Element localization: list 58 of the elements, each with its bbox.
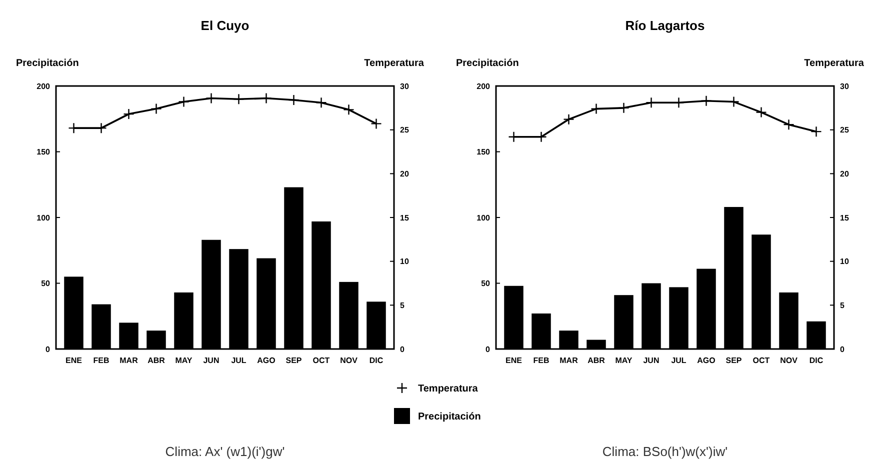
x-tick-label: OCT xyxy=(312,356,330,365)
x-tick-label: MAR xyxy=(120,356,138,365)
y2-tick-label: 10 xyxy=(400,257,410,266)
x-tick-label: AGO xyxy=(257,356,276,365)
y2-axis-title: Temperatura xyxy=(364,58,424,69)
y2-tick-label: 25 xyxy=(400,126,410,135)
y2-tick-label: 0 xyxy=(400,344,405,354)
y-tick-label: 0 xyxy=(486,344,491,354)
y-tick-label: 50 xyxy=(481,279,491,288)
x-tick-label: NOV xyxy=(780,356,798,365)
x-tick-label: OCT xyxy=(752,356,770,365)
y2-tick-label: 5 xyxy=(400,300,405,310)
y2-tick-label: 0 xyxy=(840,344,845,354)
text: Clima: BSo(h')w(x')iw' xyxy=(602,444,728,459)
y2-tick-label: 25 xyxy=(840,126,850,135)
y2-tick-label: 20 xyxy=(840,169,850,178)
y-tick-label: 200 xyxy=(476,82,491,91)
y-axis-title: Precipitación xyxy=(456,58,519,69)
x-tick-label: DIC xyxy=(369,356,384,365)
x-tick-label: JUN xyxy=(203,356,220,365)
x-tick-label: ENE xyxy=(506,356,523,365)
x-tick-label: SEP xyxy=(726,356,742,365)
y2-tick-label: 30 xyxy=(400,82,410,91)
y-tick-label: 150 xyxy=(36,148,51,157)
x-tick-label: JUN xyxy=(643,356,660,365)
x-tick-label: AGO xyxy=(697,356,716,365)
y2-tick-label: 30 xyxy=(840,82,850,91)
chart-title: El Cuyo xyxy=(200,18,250,33)
y2-tick-label: 15 xyxy=(840,213,850,222)
y-tick-label: 100 xyxy=(36,213,51,222)
x-tick-label: MAY xyxy=(175,356,193,365)
y-tick-label: 0 xyxy=(46,344,51,354)
legend-label: Temperatura xyxy=(418,384,478,394)
y-tick-label: 200 xyxy=(36,82,51,91)
y-tick-label: 150 xyxy=(476,148,491,157)
x-tick-label: ABR xyxy=(148,356,166,365)
x-tick-label: SEP xyxy=(286,356,302,365)
y-tick-label: 100 xyxy=(476,213,491,222)
y2-tick-label: 20 xyxy=(400,169,410,178)
y2-tick-label: 5 xyxy=(840,300,845,310)
y2-axis-title: Temperatura xyxy=(804,58,864,69)
x-tick-label: ABR xyxy=(588,356,606,365)
legend-label: Precipitación xyxy=(418,412,481,422)
x-tick-label: MAR xyxy=(560,356,578,365)
x-tick-label: FEB xyxy=(533,356,550,365)
x-tick-label: DIC xyxy=(809,356,824,365)
x-tick-label: JUL xyxy=(671,356,686,365)
y2-tick-label: 15 xyxy=(400,213,410,222)
x-tick-label: JUL xyxy=(231,356,246,365)
chart-title: Río Lagartos xyxy=(625,18,705,33)
y-tick-label: 50 xyxy=(41,279,51,288)
y-axis-title: Precipitación xyxy=(16,58,79,69)
y2-tick-label: 10 xyxy=(840,257,850,266)
text: Clima: Ax' (w1)(i')gw' xyxy=(165,444,285,459)
x-tick-label: FEB xyxy=(93,356,110,365)
x-tick-label: MAY xyxy=(615,356,633,365)
x-tick-label: NOV xyxy=(340,356,358,365)
x-tick-label: ENE xyxy=(66,356,83,365)
